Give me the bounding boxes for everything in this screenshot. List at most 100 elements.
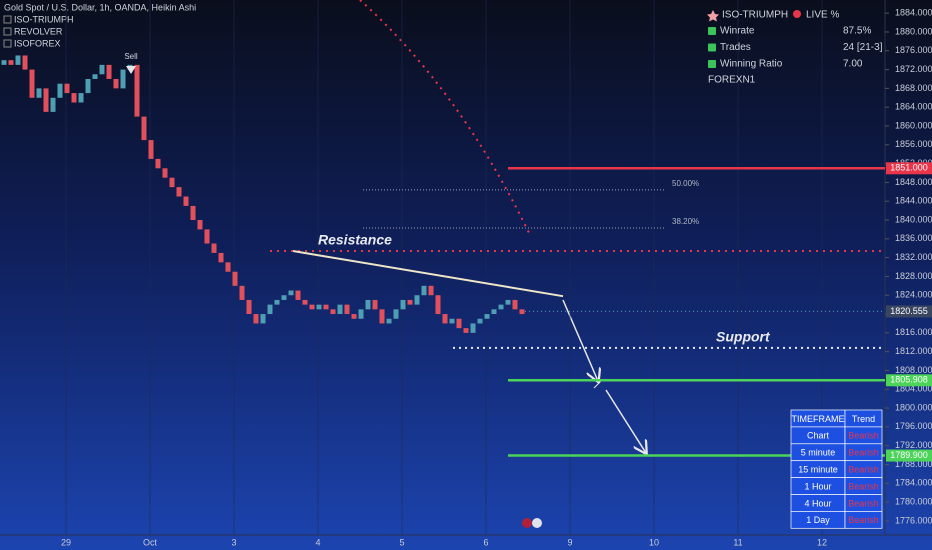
y-tick-label: 1796.000 (895, 421, 932, 431)
y-tick-label: 1780.000 (895, 496, 932, 506)
table-text: Bearish (848, 431, 879, 441)
icon (3, 39, 12, 48)
candle-body (43, 88, 49, 112)
candle-body (393, 309, 399, 319)
candle-body (505, 299, 511, 305)
candle-body (155, 158, 161, 169)
y-tick-label: 1800.000 (895, 402, 932, 412)
candle-body (484, 314, 490, 319)
table-text: 1 Day (806, 515, 830, 525)
x-tick-label: 11 (733, 537, 742, 547)
x-tick-label: 29 (61, 537, 71, 547)
candle-body (428, 285, 434, 296)
candle-body (218, 252, 224, 263)
y-tick-label: 1784.000 (895, 478, 932, 488)
candle-body (197, 220, 203, 230)
y-tick-label: 1836.000 (895, 233, 932, 243)
candle-body (176, 187, 182, 197)
table-text: Bearish (848, 498, 879, 508)
price-badge (886, 449, 932, 462)
candle-body (64, 83, 70, 94)
price-badge-label: 1805.908 (890, 375, 928, 385)
candle-body (162, 168, 168, 178)
candle-body (113, 78, 119, 89)
candle-body (281, 295, 287, 300)
y-tick-label: 1844.000 (895, 196, 932, 206)
table-text: Bearish (848, 448, 879, 458)
support-label: Support (716, 329, 771, 345)
y-tick-label: 1816.000 (895, 327, 932, 337)
x-tick-label: 3 (231, 537, 236, 547)
candle-body (323, 304, 329, 310)
sell-marker (126, 66, 136, 74)
candle-body (379, 309, 385, 324)
candle-body (498, 304, 504, 310)
event-icon[interactable] (522, 518, 532, 528)
candle-body (365, 299, 371, 310)
check-icon (708, 27, 716, 35)
candle-body (183, 196, 189, 206)
stop-curve (359, 0, 531, 236)
panel-key: Trades (720, 42, 751, 53)
candle-body (512, 299, 518, 310)
check-icon (708, 60, 716, 68)
candle-body (351, 314, 357, 319)
panel-value: 24 [21-3] (843, 42, 883, 53)
y-tick-label: 1828.000 (895, 271, 932, 281)
x-tick-label: Oct (143, 537, 158, 547)
candle-body (239, 285, 245, 300)
check-icon (708, 43, 716, 52)
y-tick-label: 1788.000 (895, 459, 932, 469)
star-icon (707, 10, 719, 22)
arrow (562, 299, 598, 381)
y-tick-label: 1848.000 (895, 177, 932, 187)
candle-body (78, 93, 84, 103)
candle-body (50, 97, 56, 112)
candle-body (344, 304, 350, 315)
event-icon[interactable] (532, 518, 542, 528)
x-tick-label: 6 (483, 537, 488, 547)
candle-body (22, 55, 28, 70)
candle-body (302, 299, 308, 305)
table-text: Bearish (848, 481, 879, 491)
y-tick-label: 1880.000 (895, 26, 932, 36)
candle-body (358, 309, 364, 319)
live-dot (793, 10, 801, 18)
price-axis: 1884.000 1880.000 1876.000 1872.000 1868.000… (885, 8, 932, 525)
panel-title: ISO-TRIUMPH (722, 10, 788, 21)
candle-body (36, 88, 42, 98)
candle-body (120, 69, 126, 89)
candle-body (8, 60, 14, 65)
y-tick-label: 1812.000 (895, 346, 932, 356)
candle-body (15, 55, 21, 65)
candle-body (141, 116, 147, 141)
y-tick-label: 1832.000 (895, 252, 932, 262)
candle-body (253, 314, 259, 324)
panel-value: 87.5% (843, 26, 871, 37)
table-text: Trend (852, 414, 875, 424)
candle-body (1, 60, 7, 65)
candle-body (204, 229, 210, 244)
price-badge-label: 1820.555 (890, 306, 928, 316)
candle-body (295, 290, 301, 300)
candle-body (29, 69, 35, 98)
candle-body (414, 295, 420, 305)
candle-body (106, 64, 112, 79)
resistance-line (292, 250, 564, 298)
indicator-label: ISOFOREX (14, 38, 61, 48)
y-tick-label: 1824.000 (895, 290, 932, 300)
price-badge (886, 374, 932, 387)
table-cell (844, 511, 883, 529)
panel-footer: FOREXN1 (708, 75, 756, 86)
candle-body (246, 299, 252, 315)
candle-body (57, 83, 63, 98)
y-tick-label: 1808.000 (895, 365, 932, 375)
price-badge-label: 1789.900 (890, 450, 928, 460)
candle-body (99, 64, 105, 75)
candle-body (456, 318, 462, 329)
candle-body (421, 285, 427, 296)
candle-body (407, 299, 413, 305)
panel-key: Winning Ratio (720, 59, 783, 70)
